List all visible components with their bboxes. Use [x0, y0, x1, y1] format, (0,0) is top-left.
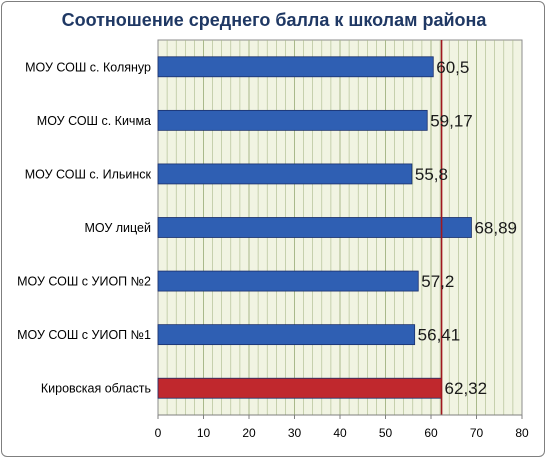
category-label: МОУ СОШ с УИОП №2	[17, 275, 151, 289]
x-tick-label: 70	[470, 426, 484, 440]
value-label: 55,8	[415, 165, 448, 184]
value-label: 57,2	[421, 272, 454, 291]
bar-4	[157, 217, 472, 238]
category-label: МОУ СОШ с. Кичма	[37, 114, 151, 128]
x-tick-label: 30	[288, 426, 302, 440]
bar-2	[157, 109, 428, 131]
x-tick-label: 0	[155, 426, 162, 440]
bar-7	[157, 377, 442, 399]
chart-title: Соотношение среднего балла к школам райо…	[61, 10, 487, 30]
value-label: 56,41	[418, 326, 461, 345]
x-tick-label: 20	[242, 426, 256, 440]
x-tick-label: 10	[197, 426, 211, 440]
value-label: 62,32	[445, 379, 488, 398]
x-tick-label: 40	[333, 426, 347, 440]
category-label: МОУ СОШ с. Ильинск	[25, 167, 152, 181]
x-tick-label: 50	[379, 426, 393, 440]
x-tick-label: 80	[515, 426, 529, 440]
bar-5	[157, 270, 419, 292]
category-label: Кировская область	[41, 382, 151, 396]
category-label: МОУ СОШ с УИОП №1	[17, 328, 151, 342]
x-tick-label: 60	[424, 426, 438, 440]
bar-3	[157, 163, 413, 185]
category-label: МОУ СОШ с. Колянур	[25, 60, 151, 74]
value-label: 59,17	[430, 111, 473, 130]
bar-6	[157, 324, 416, 346]
value-label: 60,5	[436, 58, 469, 77]
bar-1	[157, 56, 434, 78]
value-label: 68,89	[474, 219, 517, 238]
category-label: МОУ лицей	[84, 221, 151, 235]
